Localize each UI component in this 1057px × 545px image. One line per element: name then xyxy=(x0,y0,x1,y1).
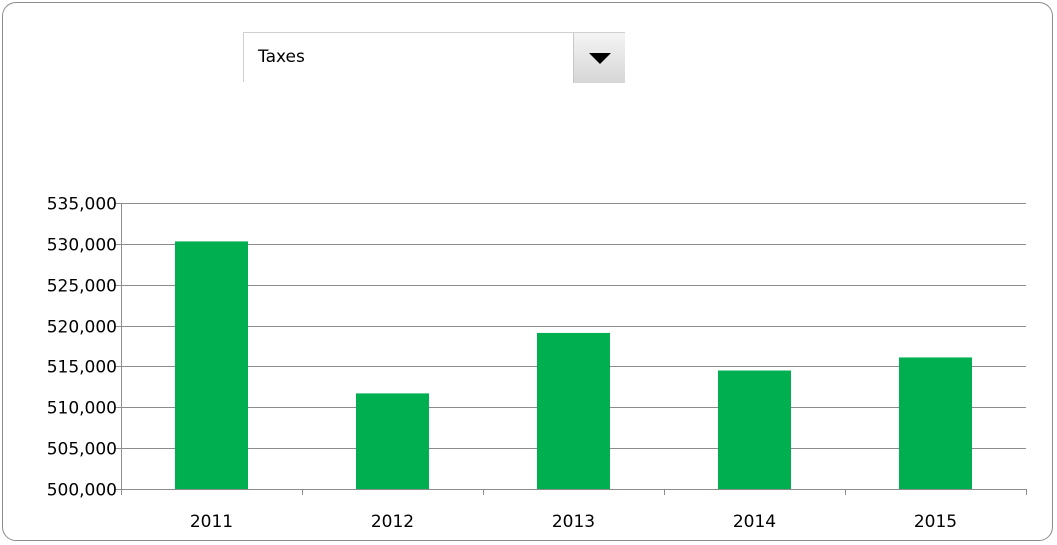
triangle-down-icon xyxy=(589,53,611,64)
bar-2013 xyxy=(537,332,610,489)
tick-labels: 500,000 505,000 510,000 515,000 520,000 525,0… xyxy=(47,195,957,533)
axes xyxy=(115,203,1027,495)
x-tick-label: 2014 xyxy=(733,512,776,532)
x-tick-label: 2015 xyxy=(914,512,957,532)
y-tick-label: 525,000 xyxy=(47,277,117,297)
x-tick-label: 2012 xyxy=(371,512,414,532)
bar-2014 xyxy=(718,370,791,489)
x-tick-label: 2011 xyxy=(190,512,233,532)
category-dropdown[interactable]: Taxes xyxy=(243,32,625,83)
bar-2011 xyxy=(175,241,248,489)
y-tick-label: 505,000 xyxy=(47,440,117,460)
bars xyxy=(175,241,972,489)
bar-2012 xyxy=(356,393,429,489)
dropdown-toggle-button[interactable] xyxy=(573,33,625,83)
bar-2015 xyxy=(899,357,972,489)
y-tick-label: 530,000 xyxy=(47,236,117,256)
y-tick-label: 500,000 xyxy=(47,481,117,501)
dropdown-selected-value: Taxes xyxy=(258,47,305,67)
y-tick-label: 520,000 xyxy=(47,318,117,338)
y-tick-label: 510,000 xyxy=(47,399,117,419)
y-tick-label: 515,000 xyxy=(47,358,117,378)
y-tick-label: 535,000 xyxy=(47,195,117,215)
x-tick-label: 2013 xyxy=(552,512,595,532)
